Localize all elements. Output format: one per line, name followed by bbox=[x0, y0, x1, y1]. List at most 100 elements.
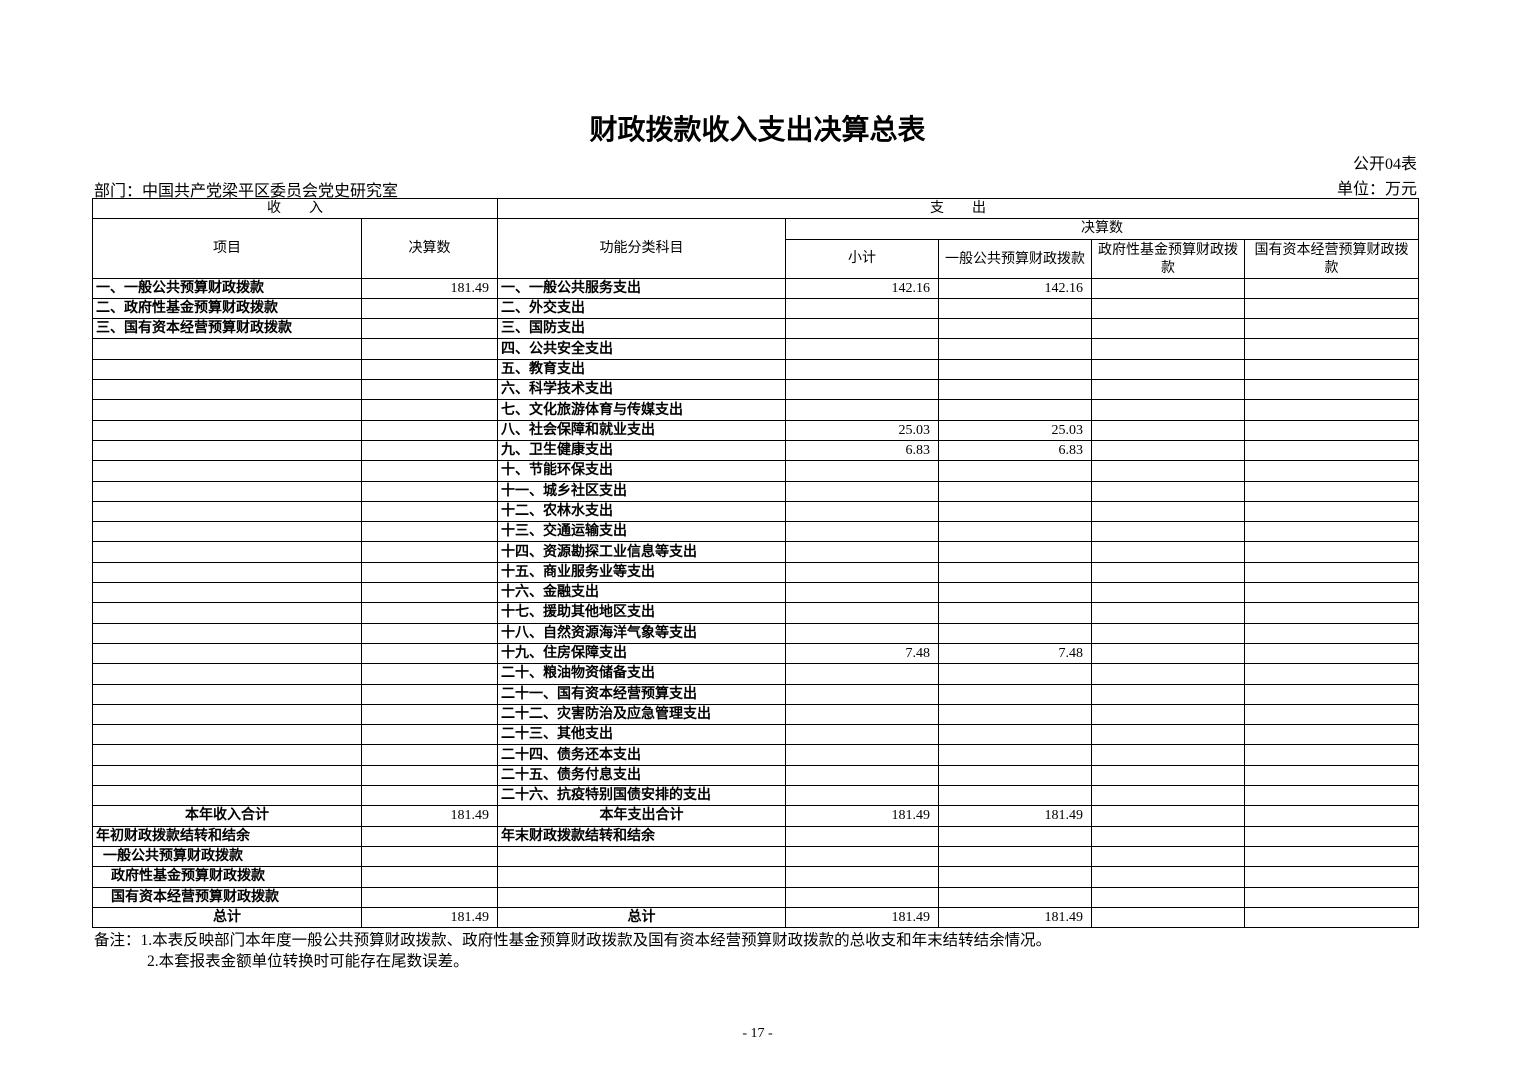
expense-header: 支 出 bbox=[496, 197, 1420, 220]
state-capital-header: 国有资本经营预算财政拨款 bbox=[1243, 238, 1420, 279]
table-row: 十六、金融支出 bbox=[92, 582, 1420, 604]
cell-subtotal: 181.49 bbox=[785, 805, 939, 827]
cell-income-item: 总计 bbox=[92, 906, 362, 929]
cell-general-amount: 181.49 bbox=[938, 805, 1092, 827]
notes: 备注：1.本表反映部门本年度一般公共预算财政拨款、政府性基金预算财政拨款及国有资… bbox=[94, 930, 1051, 972]
cell-subtotal bbox=[785, 683, 939, 705]
cell-subtotal bbox=[785, 866, 939, 888]
cell-fund-amount bbox=[1091, 703, 1245, 726]
fund-header: 政府性基金预算财政拨款 bbox=[1091, 238, 1245, 279]
cell-income-amount bbox=[361, 866, 498, 888]
cell-expense-item: 五、教育支出 bbox=[497, 358, 786, 381]
function-item-header: 功能分类科目 bbox=[497, 218, 786, 279]
cell-fund-amount bbox=[1091, 419, 1245, 441]
table-row: 九、卫生健康支出 6.83 6.83 bbox=[92, 439, 1420, 462]
cell-income-item: 二、政府性基金预算财政拨款 bbox=[92, 297, 362, 320]
cell-general-amount bbox=[938, 338, 1092, 360]
cell-income-amount bbox=[361, 663, 498, 685]
cell-fund-amount bbox=[1091, 439, 1245, 462]
cell-subtotal bbox=[785, 724, 939, 746]
cell-income-amount bbox=[361, 500, 498, 523]
table-row: 十七、援助其他地区支出 bbox=[92, 602, 1420, 624]
cell-expense-item: 十九、住房保障支出 bbox=[497, 642, 786, 665]
cell-state-capital-amount bbox=[1243, 785, 1420, 807]
cell-expense-item: 本年支出合计 bbox=[497, 805, 786, 827]
page-number: - 17 - bbox=[742, 1026, 773, 1041]
cell-expense-item: 二十六、抗疫特别国债安排的支出 bbox=[497, 785, 786, 807]
cell-general-amount bbox=[938, 602, 1092, 624]
cell-income-amount bbox=[361, 622, 498, 644]
cell-expense-item bbox=[497, 845, 786, 868]
cell-income-amount bbox=[361, 297, 498, 320]
cell-income-amount bbox=[361, 724, 498, 746]
final-amount-header: 决算数 bbox=[784, 218, 1420, 240]
table-row: 十、节能环保支出 bbox=[92, 460, 1420, 482]
table-row: 二十一、国有资本经营预算支出 bbox=[92, 683, 1420, 705]
cell-income-item bbox=[92, 439, 362, 462]
cell-fund-amount bbox=[1091, 379, 1245, 401]
cell-state-capital-amount bbox=[1243, 825, 1420, 847]
cell-fund-amount bbox=[1091, 460, 1245, 482]
cell-fund-amount bbox=[1091, 866, 1245, 888]
table-row: 七、文化旅游体育与传媒支出 bbox=[92, 399, 1420, 421]
cell-fund-amount bbox=[1091, 805, 1245, 827]
cell-expense-item: 年末财政拨款结转和结余 bbox=[497, 825, 786, 847]
cell-subtotal bbox=[785, 886, 939, 908]
cell-expense-item: 六、科学技术支出 bbox=[497, 379, 786, 401]
cell-state-capital-amount bbox=[1243, 439, 1420, 462]
cell-expense-item bbox=[497, 866, 786, 888]
cell-general-amount bbox=[938, 480, 1092, 502]
cell-income-amount bbox=[361, 318, 498, 340]
cell-general-amount bbox=[938, 845, 1092, 868]
cell-state-capital-amount bbox=[1243, 663, 1420, 685]
cell-expense-item: 二十一、国有资本经营预算支出 bbox=[497, 683, 786, 705]
cell-income-amount bbox=[361, 399, 498, 421]
income-header: 收 入 bbox=[92, 197, 498, 220]
table-row: 十三、交通运输支出 bbox=[92, 521, 1420, 543]
cell-income-amount bbox=[361, 825, 498, 847]
cell-state-capital-amount bbox=[1243, 460, 1420, 482]
cell-expense-item: 总计 bbox=[497, 906, 786, 929]
cell-general-amount: 25.03 bbox=[938, 419, 1092, 441]
table-row: 十二、农林水支出 bbox=[92, 500, 1420, 523]
cell-fund-amount bbox=[1091, 764, 1245, 787]
cell-general-amount bbox=[938, 460, 1092, 482]
cell-expense-item: 一、一般公共服务支出 bbox=[497, 277, 786, 299]
cell-income-item bbox=[92, 622, 362, 644]
cell-expense-item: 十一、城乡社区支出 bbox=[497, 480, 786, 502]
cell-fund-amount bbox=[1091, 744, 1245, 766]
cell-subtotal bbox=[785, 703, 939, 726]
cell-income-item bbox=[92, 338, 362, 360]
cell-fund-amount bbox=[1091, 906, 1245, 929]
cell-fund-amount bbox=[1091, 683, 1245, 705]
cell-income-item: 国有资本经营预算财政拨款 bbox=[92, 886, 362, 908]
cell-state-capital-amount bbox=[1243, 379, 1420, 401]
cell-fund-amount bbox=[1091, 541, 1245, 563]
cell-fund-amount bbox=[1091, 318, 1245, 340]
cell-general-amount: 181.49 bbox=[938, 906, 1092, 929]
cell-subtotal bbox=[785, 825, 939, 847]
table-row: 一般公共预算财政拨款 bbox=[92, 845, 1420, 868]
cell-general-amount bbox=[938, 297, 1092, 320]
table-row: 年初财政拨款结转和结余 年末财政拨款结转和结余 bbox=[92, 825, 1420, 847]
table-code: 公开04表 bbox=[1352, 156, 1417, 173]
unit-label: 单位：万元 bbox=[1336, 181, 1417, 198]
cell-income-amount bbox=[361, 521, 498, 543]
cell-state-capital-amount bbox=[1243, 622, 1420, 644]
cell-income-item bbox=[92, 358, 362, 381]
cell-income-amount bbox=[361, 358, 498, 381]
cell-fund-amount bbox=[1091, 886, 1245, 908]
cell-income-amount bbox=[361, 561, 498, 584]
table-row: 五、教育支出 bbox=[92, 358, 1420, 381]
cell-state-capital-amount bbox=[1243, 642, 1420, 665]
cell-general-amount bbox=[938, 379, 1092, 401]
cell-general-amount bbox=[938, 399, 1092, 421]
table-row: 四、公共安全支出 bbox=[92, 338, 1420, 360]
cell-subtotal bbox=[785, 500, 939, 523]
cell-subtotal bbox=[785, 521, 939, 543]
cell-income-amount bbox=[361, 703, 498, 726]
cell-expense-item: 七、文化旅游体育与传媒支出 bbox=[497, 399, 786, 421]
cell-income-amount bbox=[361, 439, 498, 462]
cell-subtotal bbox=[785, 338, 939, 360]
cell-fund-amount bbox=[1091, 845, 1245, 868]
